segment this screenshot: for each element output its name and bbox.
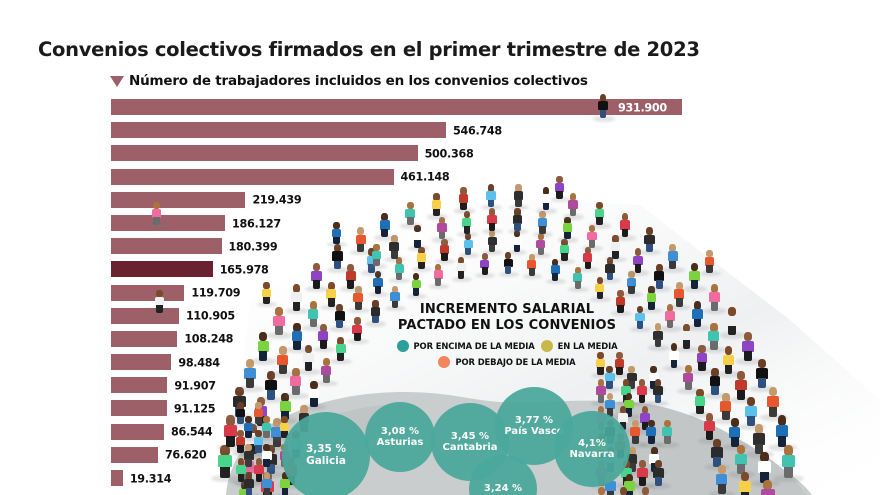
triangle-down-icon xyxy=(110,75,124,87)
legend-dot-icon-at xyxy=(540,340,553,352)
bar-row: Galicia165.978 xyxy=(0,258,720,281)
bubble-region: Galicia xyxy=(306,455,346,467)
subtitle-group: Número de trabajadores incluidos en los … xyxy=(110,73,588,89)
bar-value-label: 86.544 xyxy=(171,425,213,439)
bar-value-label: 461.148 xyxy=(400,170,450,184)
bubble-region: Cantabria xyxy=(442,442,498,453)
region-bubble: 3,77 % País Vasco xyxy=(495,387,573,465)
legend-item-above-average: POR ENCIMA DE LA MEDIA xyxy=(396,340,535,352)
bar xyxy=(111,168,394,185)
bubble-value: 3,24 % xyxy=(483,483,523,495)
bubble-value: 3,35 % xyxy=(305,443,347,456)
bar-row: Extremadura98.484 xyxy=(0,351,720,374)
bar xyxy=(111,400,167,417)
bar-value-label: 19.314 xyxy=(129,472,172,486)
bar-row: Navarra 76.620 xyxy=(0,444,720,467)
bar-row: P. Asturias119.709 xyxy=(0,282,720,305)
bar xyxy=(111,122,446,139)
salary-increase-heading: INCREMENTO SALARIAL PACTADO EN LOS CONVE… xyxy=(372,302,642,333)
legend: POR ENCIMA DE LA MEDIA EN LA MEDIA POR D… xyxy=(372,340,642,368)
bar-row: Baleares86.544 xyxy=(0,421,720,444)
heading-line-2: PACTADO EN LOS CONVENIOS xyxy=(397,317,617,333)
workers-bar-chart: Andalucía931.900C. Valenciana546.748Cata… xyxy=(0,96,720,490)
bar-value-label: 76.620 xyxy=(164,448,207,462)
legend-label-below: POR DEBAJO DE LA MEDIA xyxy=(455,357,576,367)
bar-value-label: 186.127 xyxy=(232,217,281,231)
bubble-region: Asturias xyxy=(376,437,424,448)
bubble-value: 3,45 % xyxy=(450,430,490,442)
legend-label-above: POR ENCIMA DE LA MEDIA xyxy=(413,341,535,351)
bubble-region: País Vasco xyxy=(504,426,564,437)
bar-value-label: 108.248 xyxy=(184,332,234,346)
bar-value-label: 165.978 xyxy=(219,263,269,277)
bar-value-label: 219.439 xyxy=(252,193,302,207)
bar-row: Andalucía931.900 xyxy=(0,96,720,119)
bar xyxy=(111,284,185,301)
bar xyxy=(111,238,222,255)
bar-value-label: 546.748 xyxy=(453,124,502,138)
bubble-value: 3,77 % xyxy=(514,414,554,426)
bar-row: C.- La Mancha180.399 xyxy=(0,235,720,258)
legend-row-top: POR ENCIMA DE LA MEDIA EN LA MEDIA xyxy=(372,340,642,352)
bar-row: C. Valenciana546.748 xyxy=(0,119,720,142)
bar-value-label: 91.907 xyxy=(174,379,216,393)
bar xyxy=(111,145,418,162)
bar xyxy=(111,470,123,486)
bar xyxy=(111,330,178,347)
bar xyxy=(111,423,165,440)
region-bubble: 4,1% Navarra xyxy=(554,411,630,487)
bubble-region: Navarra xyxy=(569,449,615,460)
legend-dot-icon-below xyxy=(438,356,451,368)
bar-value-label: 110.905 xyxy=(185,309,235,323)
bar-value-label: 119.709 xyxy=(191,286,241,300)
bar-row: Murcia108.248 xyxy=(0,328,720,351)
bar xyxy=(111,99,682,115)
bar-row: La Rioja19.314 xyxy=(0,467,720,490)
page-title: Convenios colectivos firmados en el prim… xyxy=(38,38,700,61)
legend-dot-icon-above xyxy=(396,340,409,352)
bar xyxy=(111,354,172,371)
legend-row-bottom: POR DEBAJO DE LA MEDIA xyxy=(372,356,642,368)
bar-row: Castilla y León219.439 xyxy=(0,189,720,212)
bubble-value: 3,08 % xyxy=(380,425,420,437)
chart-subtitle: Número de trabajadores incluidos en los … xyxy=(129,73,588,89)
legend-item-at-average: EN LA MEDIA xyxy=(540,340,618,352)
region-bubble: 3,08 % Asturias xyxy=(365,402,435,472)
bar-value-label: 98.484 xyxy=(178,356,220,370)
bar xyxy=(111,261,213,278)
bar xyxy=(111,214,226,231)
legend-label-at: EN LA MEDIA xyxy=(557,341,618,351)
bar-value-label: 91.125 xyxy=(173,402,216,416)
heading-line-1: INCREMENTO SALARIAL xyxy=(419,302,595,317)
bar-value-label: 931.900 xyxy=(618,101,667,115)
bar-row: Cataluña500.368 xyxy=(0,142,720,165)
bar xyxy=(111,446,158,463)
salary-increase-block: INCREMENTO SALARIAL PACTADO EN LOS CONVE… xyxy=(372,302,642,368)
bar-row: C. Madrid461.148 xyxy=(0,166,720,189)
region-bubble: 3,35 % Galicia xyxy=(282,412,370,495)
bar-value-label: 500.368 xyxy=(424,147,474,161)
bar-row: Cantabria91.907 xyxy=(0,374,720,397)
bar-value-label: 180.399 xyxy=(228,240,278,254)
bar-row: Aragón91.125 xyxy=(0,397,720,420)
legend-item-below-average: POR DEBAJO DE LA MEDIA xyxy=(438,356,576,368)
bar xyxy=(111,377,168,394)
bar xyxy=(111,191,246,208)
bubble-value: 4,1% xyxy=(578,437,606,449)
bar-row: Canarias186.127 xyxy=(0,212,720,235)
